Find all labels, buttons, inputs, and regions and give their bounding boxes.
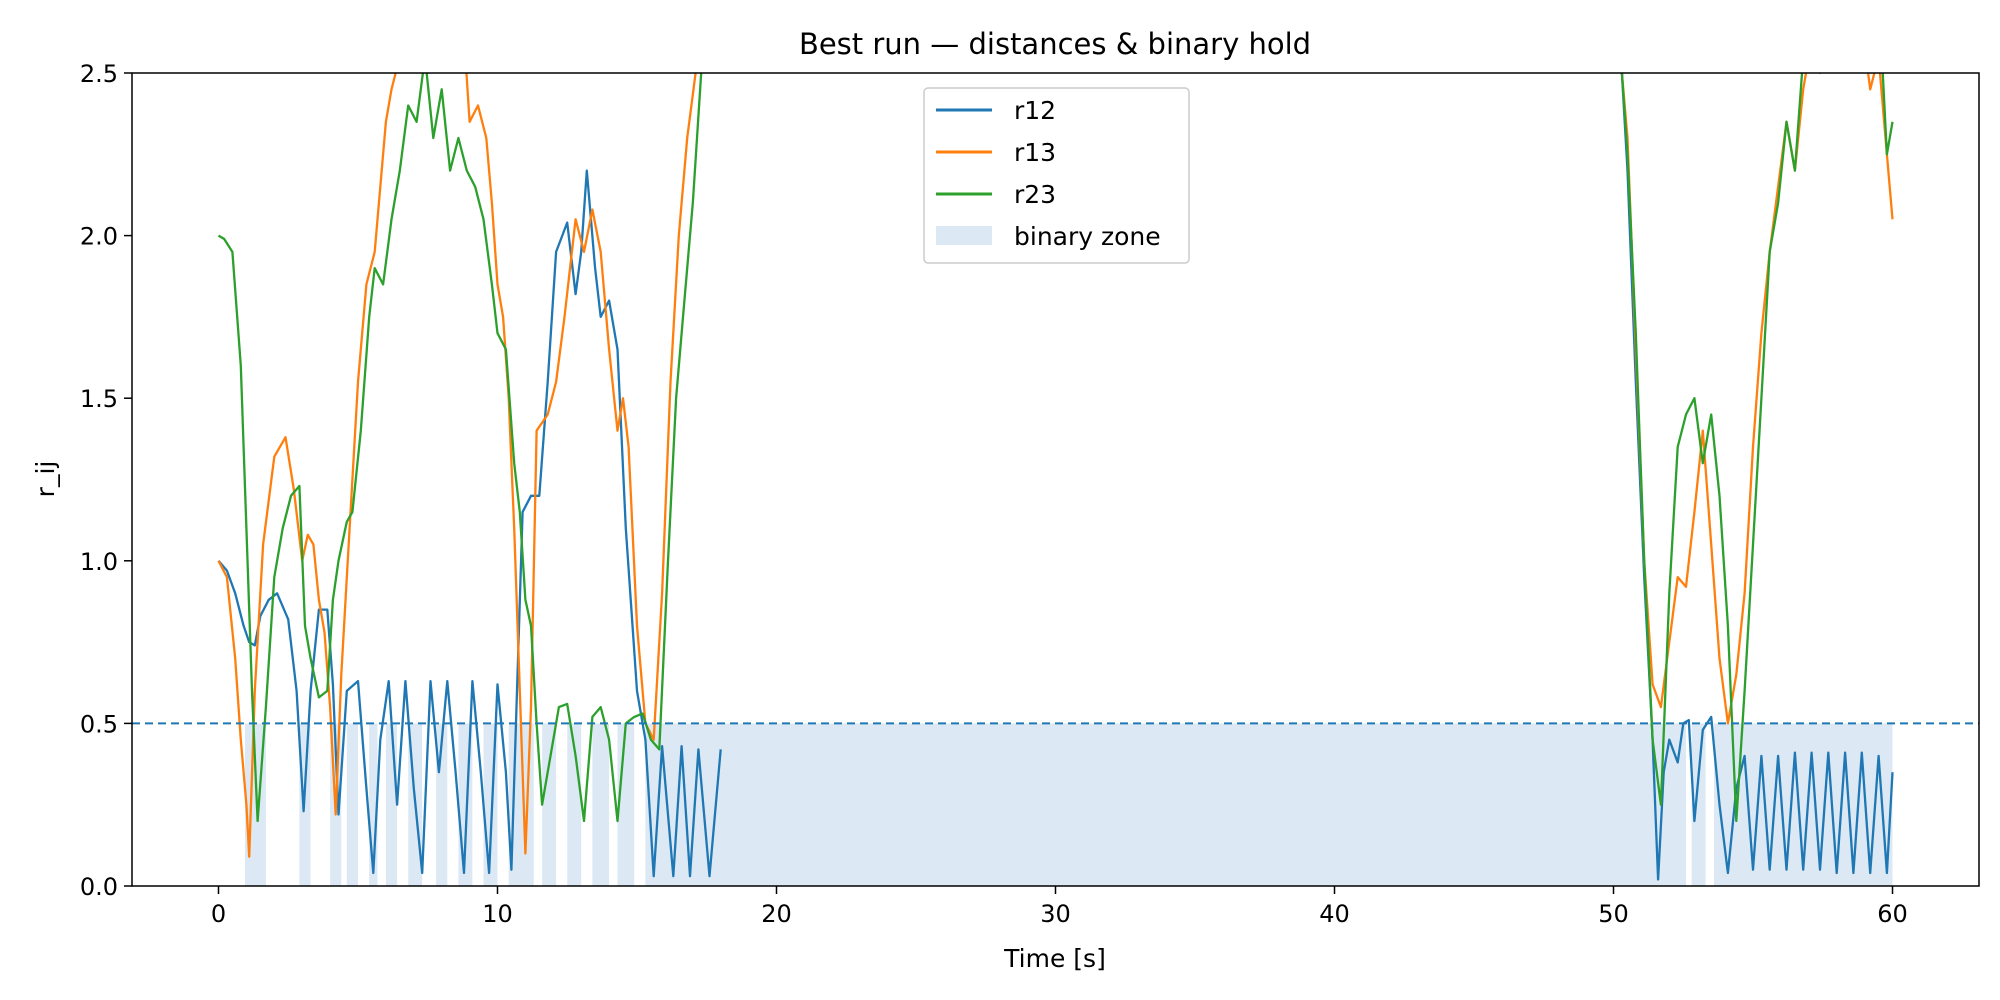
y-tick-label: 1.0 bbox=[80, 548, 118, 576]
binary-zone-span bbox=[592, 723, 610, 886]
binary-zone-span bbox=[542, 723, 557, 886]
x-axis-label: Time [s] bbox=[1003, 944, 1106, 973]
x-axis-ticks: 0 10 20 30 40 50 60 bbox=[211, 886, 1908, 928]
series-line-segment-3 bbox=[1620, 73, 1894, 881]
x-tick-label: 40 bbox=[1319, 900, 1350, 928]
binary-zone-span bbox=[369, 723, 378, 886]
y-axis-ticks: 0.0 0.5 1.0 1.5 2.0 2.5 bbox=[80, 60, 132, 901]
binary-zone-span bbox=[1691, 723, 1706, 886]
binary-zone-span bbox=[346, 723, 358, 886]
x-tick-label: 20 bbox=[761, 900, 792, 928]
x-tick-label: 30 bbox=[1040, 900, 1071, 928]
y-tick-label: 1.5 bbox=[80, 385, 118, 413]
y-tick-label: 2.0 bbox=[80, 223, 118, 251]
binary-zone-span bbox=[436, 723, 448, 886]
chart-title: Best run — distances & binary hold bbox=[799, 27, 1311, 61]
series-line-r23 bbox=[217, 73, 703, 823]
binary-zone-span bbox=[385, 723, 398, 886]
x-tick-label: 10 bbox=[482, 900, 513, 928]
series-layer bbox=[217, 73, 1894, 881]
series-line-segment-4 bbox=[1620, 73, 1894, 725]
legend-swatch-binary-zone bbox=[936, 226, 992, 245]
series-line-segment-5 bbox=[1620, 73, 1894, 823]
y-tick-label: 0.0 bbox=[80, 873, 118, 901]
binary-zone-span bbox=[645, 723, 1687, 886]
binary-zone-layer bbox=[244, 723, 1893, 886]
x-tick-label: 50 bbox=[1598, 900, 1629, 928]
legend-label-r13: r13 bbox=[1014, 138, 1056, 167]
x-tick-label: 0 bbox=[211, 900, 226, 928]
legend-box bbox=[923, 87, 1190, 264]
y-tick-label: 0.5 bbox=[80, 710, 118, 738]
legend-label-binary-zone: binary zone bbox=[1014, 222, 1161, 251]
series-line-r12 bbox=[217, 169, 722, 878]
x-tick-label: 60 bbox=[1877, 900, 1908, 928]
y-axis-label: r_ij bbox=[31, 461, 60, 498]
y-tick-label: 2.5 bbox=[80, 60, 118, 88]
legend-label-r23: r23 bbox=[1014, 180, 1056, 209]
legend: r12 r13 r23 binary zone bbox=[923, 87, 1190, 264]
legend-label-r12: r12 bbox=[1014, 96, 1056, 125]
